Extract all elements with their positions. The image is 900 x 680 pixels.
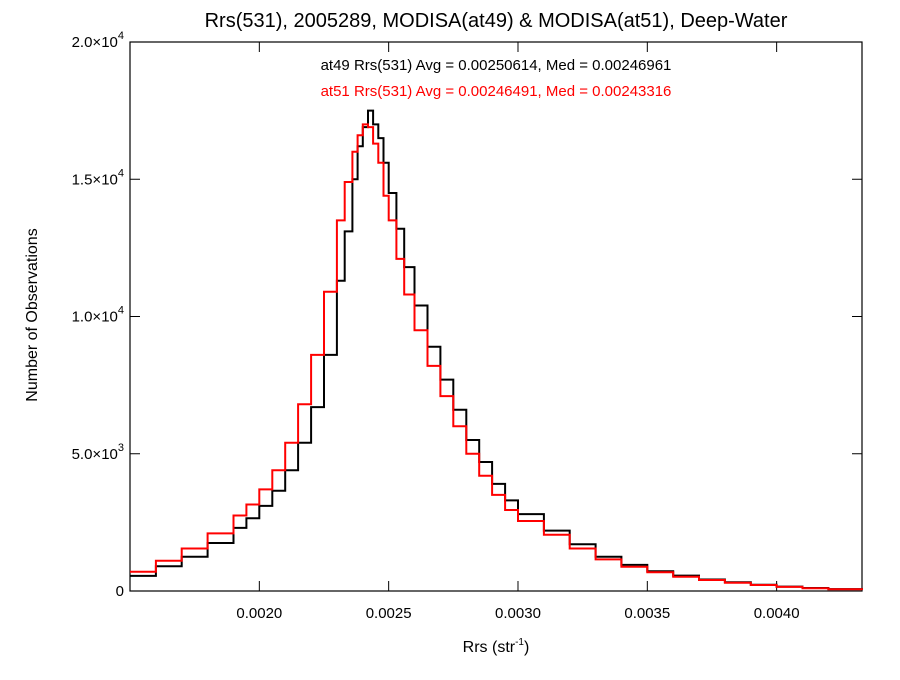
- y-tick-label-exponent: 4: [118, 305, 124, 317]
- x-tick-label: 0.0020: [236, 605, 282, 622]
- histogram-series-at51: [130, 123, 863, 591]
- x-axis-label-sup: -1: [515, 637, 524, 648]
- x-axis-label-tail: ): [524, 639, 529, 656]
- y-tick-label-mantissa: 5.0×10: [72, 446, 118, 463]
- histogram-series-at49: [130, 109, 863, 591]
- chart-title: Rrs(531), 2005289, MODISA(at49) & MODISA…: [205, 10, 788, 32]
- y-tick-label: 1.5×104: [72, 167, 124, 188]
- x-tick-label: 0.0030: [495, 605, 541, 622]
- ticks-layer: 0.0020 0.0025 0.0030 0.0035 0.0040 0 5.0×103 1.…: [72, 30, 862, 622]
- y-tick-label: 5.0×103: [72, 442, 124, 463]
- y-tick-label-exponent: 4: [118, 167, 124, 179]
- y-tick-label-exponent: 3: [118, 442, 124, 454]
- y-tick-label-mantissa: 1.5×10: [72, 171, 118, 188]
- y-axis-label: Number of Observations: [24, 228, 41, 401]
- y-tick-label: 0: [116, 583, 124, 600]
- x-tick-label: 0.0025: [366, 605, 412, 622]
- x-axis-label-base: Rrs (str: [463, 639, 516, 656]
- y-tick-label: 1.0×104: [72, 305, 124, 326]
- x-tick-label: 0.0035: [624, 605, 670, 622]
- y-tick-label-mantissa: 1.0×10: [72, 309, 118, 326]
- series-layer: [130, 109, 863, 591]
- x-tick-label: 0.0040: [754, 605, 800, 622]
- y-tick-label-mantissa: 2.0×10: [72, 34, 118, 51]
- x-axis-label: Rrs (str-1): [463, 637, 530, 656]
- annotation-at49: at49 Rrs(531) Avg = 0.00250614, Med = 0.…: [321, 57, 672, 74]
- y-tick-label-mantissa: 0: [116, 583, 124, 600]
- y-tick-label: 2.0×104: [72, 30, 124, 51]
- annotation-at51: at51 Rrs(531) Avg = 0.00246491, Med = 0.…: [321, 83, 672, 100]
- y-tick-label-exponent: 4: [118, 30, 124, 42]
